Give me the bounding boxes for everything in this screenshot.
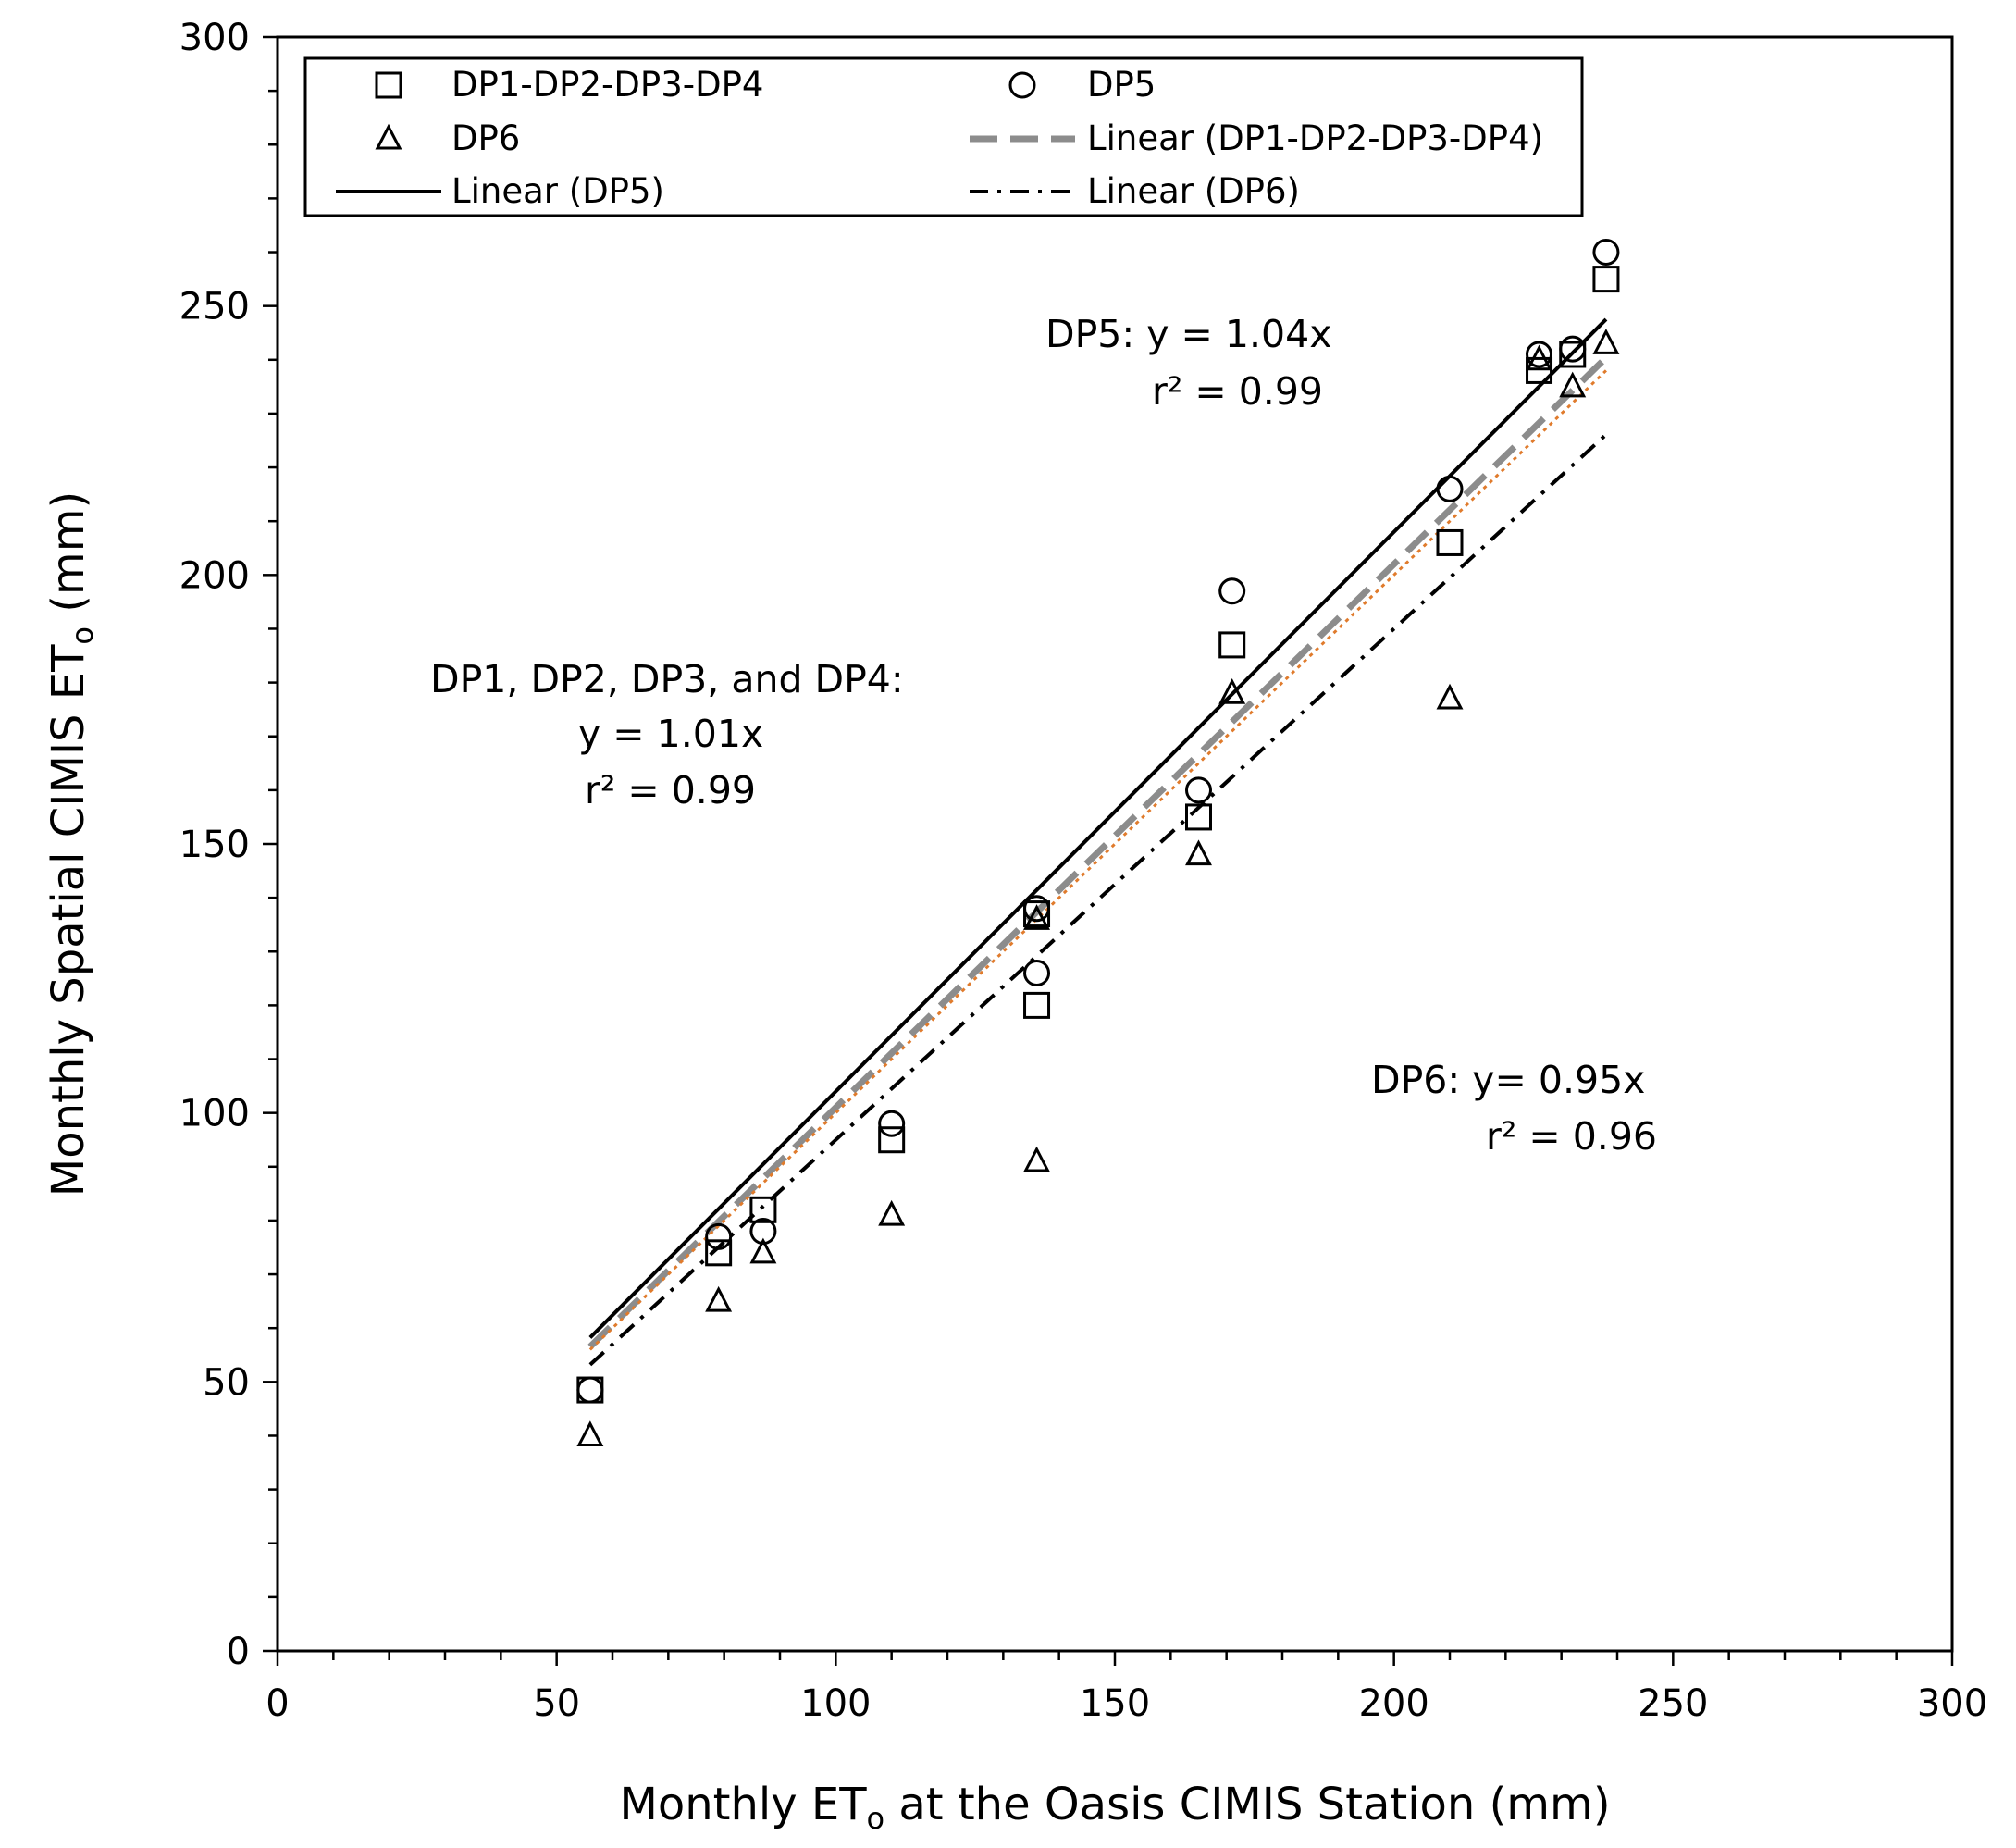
triangle-marker [1023, 1146, 1051, 1172]
annotation-dp6-equation: DP6: y= 0.95x [1371, 1058, 1645, 1102]
circle-marker [1559, 335, 1587, 363]
square-marker [878, 1126, 906, 1154]
legend-label-linear-dp6: Linear (DP6) [1087, 171, 1300, 211]
square-marker [1436, 528, 1464, 556]
plot-area [276, 35, 1954, 1653]
legend-box [303, 56, 1584, 217]
square-marker [1526, 356, 1553, 384]
data-markers [576, 239, 1620, 1446]
legend-symbol-square [375, 71, 402, 99]
x-tick-label: 100 [800, 1682, 871, 1725]
triangle-marker [1185, 839, 1212, 866]
circle-marker [1592, 239, 1620, 267]
circle-marker [1023, 960, 1051, 987]
triangle-marker [1526, 344, 1553, 371]
legend-symbol-triangle [375, 123, 402, 150]
square-marker [749, 1196, 777, 1223]
triangle-marker [749, 1237, 777, 1264]
legend-label-dp1234: DP1-DP2-DP3-DP4 [451, 65, 763, 105]
y-tick-label: 100 [179, 1093, 250, 1135]
circle-marker [705, 1222, 733, 1250]
y-tick-label: 150 [179, 824, 250, 866]
legend: DP1-DP2-DP3-DP4 DP5 DP6 Linear (DP1-DP2-… [303, 56, 1584, 217]
square-marker [1592, 266, 1620, 293]
legend-label-linear-dp1234: Linear (DP1-DP2-DP3-DP4) [1087, 118, 1543, 158]
triangle-marker [1436, 683, 1464, 710]
y-tick-label: 250 [179, 286, 250, 329]
triangle-marker [878, 1199, 906, 1226]
legend-label-dp5: DP5 [1087, 65, 1156, 105]
y-tick-label: 50 [203, 1361, 250, 1404]
annotation-dp1234-equation: y = 1.01x [578, 712, 763, 756]
square-marker [705, 1239, 733, 1267]
square-marker [1218, 631, 1246, 659]
triangle-marker [705, 1285, 733, 1312]
circle-marker [1185, 776, 1212, 804]
triangle-marker [1023, 904, 1051, 930]
y-axis-title: Monthly Spatial CIMIS ETo (mm) [43, 491, 100, 1197]
x-tick-label: 300 [1917, 1682, 1987, 1725]
y-tick-label: 0 [227, 1631, 250, 1673]
legend-symbol-circle [1008, 71, 1036, 99]
triangle-marker [576, 1420, 604, 1446]
circle-marker [1526, 341, 1553, 368]
legend-symbols [336, 71, 1075, 193]
circle-marker [1023, 895, 1051, 923]
y-tick-label: 200 [179, 554, 250, 597]
x-tick-label: 50 [533, 1682, 580, 1725]
x-axis-title: Monthly ETo at the Oasis CIMIS Station (… [619, 1779, 1610, 1836]
circle-marker [576, 1376, 604, 1404]
annotation-dp1234-title: DP1, DP2, DP3, and DP4: [430, 657, 904, 701]
circle-marker [1436, 475, 1464, 502]
x-tick-label: 0 [266, 1682, 289, 1725]
annotation-dp1234-r2: r² = 0.99 [585, 768, 756, 812]
square-marker [1023, 991, 1051, 1019]
trendline-1 [587, 355, 1609, 1349]
circle-marker [1218, 577, 1246, 605]
triangle-marker [1592, 329, 1620, 354]
axis-ticks: 0 50 100 150 200 250 300 0 50 100 150 200 250 300 [179, 17, 1988, 1725]
annotation-dp5-r2: r² = 0.99 [1152, 369, 1323, 414]
annotation-dp5-equation: DP5: y = 1.04x [1045, 312, 1331, 356]
legend-label-dp6: DP6 [451, 118, 520, 158]
legend-label-linear-dp5: Linear (DP5) [451, 171, 664, 211]
circle-marker [878, 1110, 906, 1137]
x-tick-label: 250 [1638, 1682, 1708, 1725]
triangle-marker [1559, 371, 1587, 398]
x-tick-label: 150 [1080, 1682, 1150, 1725]
square-marker [1185, 803, 1212, 831]
trendline-3 [588, 433, 1608, 1367]
triangle-marker [1218, 677, 1246, 704]
x-tick-label: 200 [1358, 1682, 1429, 1725]
annotation-dp6-r2: r² = 0.96 [1486, 1114, 1657, 1159]
y-tick-label: 300 [179, 17, 250, 59]
